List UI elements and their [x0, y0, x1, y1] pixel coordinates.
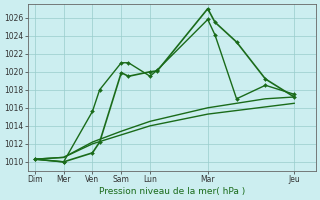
X-axis label: Pression niveau de la mer( hPa ): Pression niveau de la mer( hPa )	[99, 187, 245, 196]
